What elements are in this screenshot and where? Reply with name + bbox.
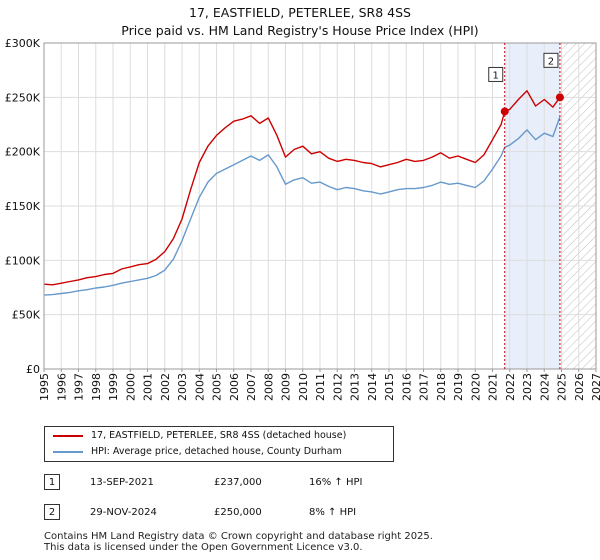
transaction-date: 13-SEP-2021 xyxy=(90,477,154,488)
legend-label-hpi: HPI: Average price, detached house, Coun… xyxy=(91,446,342,457)
x-tick-label: 2001 xyxy=(142,373,155,401)
x-tick-label: 1996 xyxy=(55,373,68,401)
legend-swatch-property xyxy=(53,434,83,437)
transaction-price: £237,000 xyxy=(214,477,262,488)
y-tick-label: £250K xyxy=(5,91,41,104)
x-tick-label: 2017 xyxy=(418,373,431,401)
y-tick-label: £150K xyxy=(5,200,41,213)
x-tick-label: 2021 xyxy=(487,373,500,401)
x-tick-label: 1997 xyxy=(73,373,86,401)
transaction-number: 2 xyxy=(44,504,60,520)
x-tick-label: 2008 xyxy=(262,373,275,401)
x-tick-label: 2006 xyxy=(228,373,241,401)
legend: 17, EASTFIELD, PETERLEE, SR8 4SS (detach… xyxy=(44,426,394,462)
y-tick-label: £300K xyxy=(5,37,41,50)
x-tick-label: 2014 xyxy=(366,373,379,401)
sale-point xyxy=(500,107,509,116)
chart-subtitle: Price paid vs. HM Land Registry's House … xyxy=(121,23,479,38)
x-tick-label: 2012 xyxy=(331,373,344,401)
chart-title: 17, EASTFIELD, PETERLEE, SR8 4SS xyxy=(189,5,411,20)
legend-entry-property: 17, EASTFIELD, PETERLEE, SR8 4SS (detach… xyxy=(53,428,346,444)
chart-title-block: 17, EASTFIELD, PETERLEE, SR8 4SS Price p… xyxy=(0,4,600,40)
x-tick-label: 2015 xyxy=(383,373,396,401)
x-tick-label: 2004 xyxy=(193,373,206,401)
sale-point xyxy=(555,93,564,102)
x-tick-label: 2010 xyxy=(297,373,310,401)
footer: Contains HM Land Registry data © Crown c… xyxy=(44,531,433,553)
x-tick-label: 2023 xyxy=(521,373,534,401)
y-tick-label: £100K xyxy=(5,254,41,267)
x-tick-label: 2022 xyxy=(504,373,517,401)
x-tick-label: 2003 xyxy=(176,373,189,401)
sale-label: 2 xyxy=(548,56,554,67)
transaction-number: 1 xyxy=(44,474,60,490)
x-tick-label: 2026 xyxy=(573,373,586,401)
x-tick-label: 1995 xyxy=(38,373,51,401)
sale-label-box xyxy=(488,66,504,82)
x-tick-label: 2002 xyxy=(159,373,172,401)
y-tick-label: £0 xyxy=(26,363,40,376)
footer-license: This data is licensed under the Open Gov… xyxy=(44,542,363,553)
x-tick-label: 1998 xyxy=(90,373,103,401)
x-tick-label: 2000 xyxy=(124,373,137,401)
x-tick-label: 2019 xyxy=(452,373,465,401)
sale-label-box xyxy=(543,52,559,68)
legend-swatch-hpi xyxy=(53,450,83,453)
price-chart: £0 £50K £100K £150K £200K £250K £300K 1995 1996 1… xyxy=(5,37,600,401)
transaction-date: 29-NOV-2024 xyxy=(90,507,157,518)
x-tick-label: 2005 xyxy=(211,373,224,401)
x-tick-label: 2016 xyxy=(400,373,413,401)
y-tick-label: £200K xyxy=(5,146,41,159)
x-tick-label: 2020 xyxy=(469,373,482,401)
x-tick-label: 2009 xyxy=(280,373,293,401)
transaction-price: £250,000 xyxy=(214,507,262,518)
x-tick-label: 2025 xyxy=(556,373,569,401)
x-tick-label: 2013 xyxy=(349,373,362,401)
y-tick-label: £50K xyxy=(12,309,41,322)
series-line xyxy=(43,90,561,286)
x-tick-label: 2018 xyxy=(435,373,448,401)
x-tick-label: 2011 xyxy=(314,373,327,401)
footer-copyright: Contains HM Land Registry data © Crown c… xyxy=(44,531,433,542)
series-line xyxy=(43,116,561,296)
x-tick-label: 2027 xyxy=(590,373,600,401)
transaction-hpi-diff: 16% ↑ HPI xyxy=(309,477,363,488)
sale-label: 1 xyxy=(493,70,499,81)
transaction-hpi-diff: 8% ↑ HPI xyxy=(309,507,357,518)
x-tick-label: 2007 xyxy=(245,373,258,401)
x-tick-label: 2024 xyxy=(538,373,551,401)
x-tick-label: 1999 xyxy=(107,373,120,401)
legend-label-property: 17, EASTFIELD, PETERLEE, SR8 4SS (detach… xyxy=(91,430,347,441)
legend-entry-hpi: HPI: Average price, detached house, Coun… xyxy=(53,444,342,460)
